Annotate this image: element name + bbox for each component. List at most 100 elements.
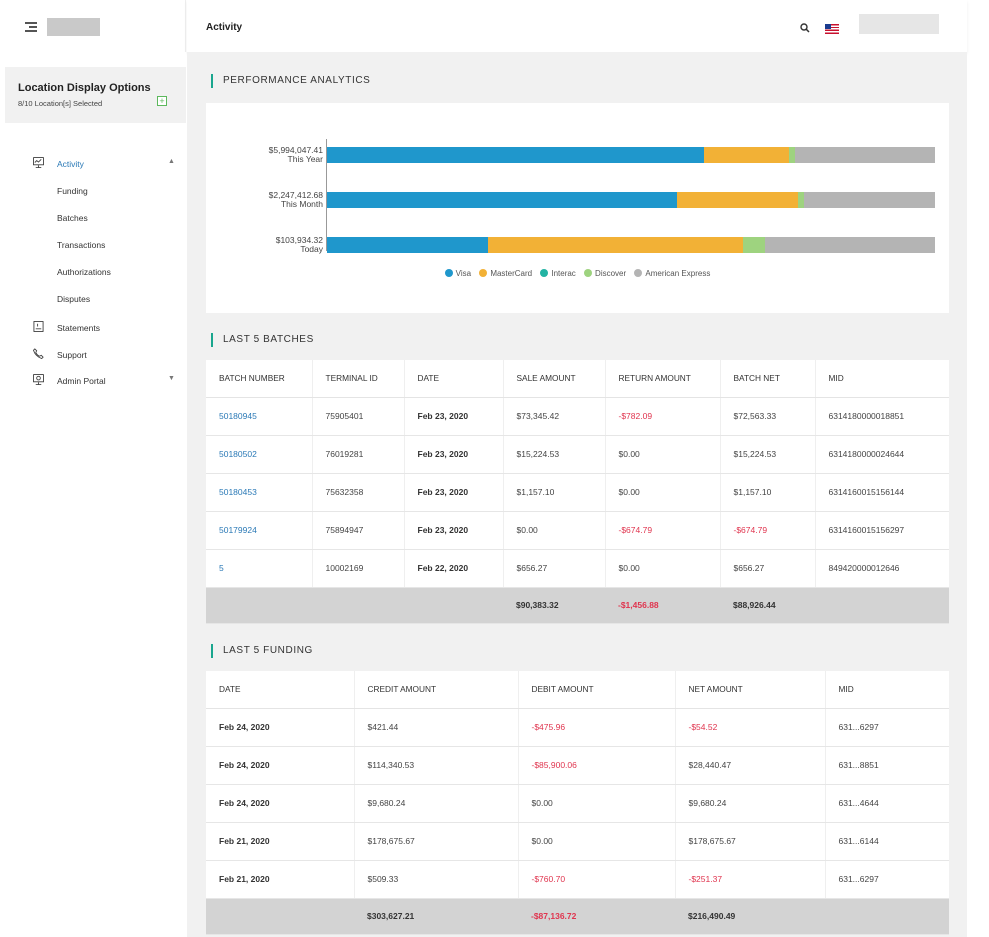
sale-amount: $656.27 (503, 549, 606, 588)
col-batch-net[interactable]: BATCH NET (720, 360, 816, 398)
mid: 6314180000018851 (815, 397, 949, 436)
return-amount: $0.00 (605, 549, 721, 588)
us-flag-icon[interactable] (825, 24, 839, 34)
chart-axis (326, 139, 327, 251)
funding-date: Feb 21, 2020 (206, 860, 355, 899)
sidebar-item-support[interactable]: Support (28, 348, 178, 364)
col-net-amount[interactable]: NET AMOUNT (675, 671, 826, 709)
sidebar-item-batches[interactable]: Batches (57, 213, 88, 223)
bar-segment-mastercard[interactable] (488, 237, 744, 253)
return-amount: -$782.09 (605, 397, 721, 436)
mid: 849420000012646 (815, 549, 949, 588)
batches-table: BATCH NUMBER TERMINAL ID DATE SALE AMOUN… (206, 360, 949, 624)
bar-segment-mastercard[interactable] (676, 192, 799, 208)
return-amount: $0.00 (605, 473, 721, 512)
col-date[interactable]: DATE (404, 360, 504, 398)
legend-discover[interactable]: Discover (584, 269, 626, 278)
batch-number-link[interactable]: 50179924 (206, 511, 313, 550)
bar-label-this-year: $5,994,047.41 This Year (228, 146, 323, 164)
bar-segment-amex[interactable] (804, 192, 935, 208)
credit-amount: $178,675.67 (354, 822, 519, 861)
legend-visa[interactable]: Visa (444, 269, 472, 278)
legend-interac[interactable]: Interac (540, 269, 576, 278)
legend-american-express[interactable]: American Express (634, 269, 710, 278)
col-credit-amount[interactable]: CREDIT AMOUNT (354, 671, 519, 709)
net-amount: $28,440.47 (675, 746, 826, 785)
col-mid[interactable]: MID (825, 671, 949, 709)
bar-segment-discover[interactable] (789, 147, 795, 163)
bar-period: This Month (280, 199, 323, 209)
user-menu[interactable] (859, 14, 939, 34)
search-icon[interactable] (800, 23, 810, 33)
col-return-amount[interactable]: RETURN AMOUNT (605, 360, 721, 398)
legend-label: Visa (455, 269, 472, 278)
sidebar-item-label: Statements (57, 323, 100, 333)
table-row: 50180945 75905401 Feb 23, 2020 $73,345.4… (206, 397, 949, 436)
sidebar-item-funding[interactable]: Funding (57, 186, 88, 196)
terminal-id: 10002169 (312, 549, 405, 588)
batch-net: $1,157.10 (720, 473, 816, 512)
bar-segment-visa[interactable] (327, 147, 704, 163)
funding-date: Feb 24, 2020 (206, 784, 355, 823)
bar-segment-visa[interactable] (327, 237, 489, 253)
funding-table: DATE CREDIT AMOUNT DEBIT AMOUNT NET AMOU… (206, 671, 949, 935)
legend-label: Discover (595, 269, 627, 278)
legend-label: American Express (645, 269, 711, 278)
col-batch-number[interactable]: BATCH NUMBER (206, 360, 313, 398)
batch-date: Feb 23, 2020 (404, 435, 504, 474)
mid: 6314160015156144 (815, 473, 949, 512)
bar-segment-mastercard[interactable] (703, 147, 790, 163)
total-credit-amount: $303,627.21 (354, 898, 518, 935)
batch-number-link[interactable]: 5 (206, 549, 313, 588)
col-mid[interactable]: MID (815, 360, 949, 398)
statements-icon (33, 321, 44, 332)
col-debit-amount[interactable]: DEBIT AMOUNT (518, 671, 676, 709)
terminal-id: 75632358 (312, 473, 405, 512)
col-sale-amount[interactable]: SALE AMOUNT (503, 360, 606, 398)
sale-amount: $15,224.53 (503, 435, 606, 474)
bar-this-year (327, 147, 935, 163)
batch-net: $15,224.53 (720, 435, 816, 474)
sale-amount: $0.00 (503, 511, 606, 550)
batch-date: Feb 23, 2020 (404, 473, 504, 512)
sidebar-item-activity[interactable]: Activity ▲ (28, 157, 178, 173)
bar-segment-discover[interactable] (798, 192, 805, 208)
bar-segment-discover[interactable] (743, 237, 765, 253)
total-empty (815, 587, 949, 624)
menu-toggle-icon[interactable] (25, 22, 37, 32)
total-return-amount: -$1,456.88 (605, 587, 720, 624)
sidebar-item-transactions[interactable]: Transactions (57, 240, 106, 250)
sidebar-item-statements[interactable]: Statements (28, 321, 178, 337)
sidebar-item-disputes[interactable]: Disputes (57, 294, 91, 304)
batch-number-link[interactable]: 50180945 (206, 397, 313, 436)
add-location-icon[interactable]: + (157, 96, 167, 106)
legend-mastercard[interactable]: MasterCard (479, 269, 532, 278)
mid: 631...4644 (825, 784, 949, 823)
mid: 631...6297 (825, 860, 949, 899)
col-date[interactable]: DATE (206, 671, 355, 709)
debit-amount: -$475.96 (518, 708, 676, 747)
return-amount: -$674.79 (605, 511, 721, 550)
batch-number-link[interactable]: 50180453 (206, 473, 313, 512)
sidebar: Location Display Options 8/10 Location[s… (0, 52, 186, 937)
sidebar-item-admin-portal[interactable]: Admin Portal ▼ (28, 374, 178, 390)
legend-dot (584, 269, 593, 277)
chart-legend: Visa MasterCard Interac Discover America… (206, 269, 949, 278)
funding-total-row: $303,627.21 -$87,136.72 $216,490.49 (206, 898, 949, 935)
credit-amount: $9,680.24 (354, 784, 519, 823)
bar-segment-amex[interactable] (764, 237, 935, 253)
bar-amount: $103,934.32 (275, 235, 323, 245)
col-terminal-id[interactable]: TERMINAL ID (312, 360, 405, 398)
batch-net: -$674.79 (720, 511, 816, 550)
batch-number-link[interactable]: 50180502 (206, 435, 313, 474)
bar-segment-amex[interactable] (794, 147, 935, 163)
location-selected-count: 8/10 Location[s] Selected (18, 99, 103, 108)
bar-segment-visa[interactable] (327, 192, 677, 208)
sidebar-item-authorizations[interactable]: Authorizations (57, 267, 111, 277)
batches-total-row: $90,383.32 -$1,456.88 $88,926.44 (206, 587, 949, 624)
mid: 631...6297 (825, 708, 949, 747)
bar-this-month (327, 192, 935, 208)
table-row: 5 10002169 Feb 22, 2020 $656.27 $0.00 $6… (206, 549, 949, 588)
funding-date: Feb 24, 2020 (206, 708, 355, 747)
legend-dot (540, 269, 549, 277)
